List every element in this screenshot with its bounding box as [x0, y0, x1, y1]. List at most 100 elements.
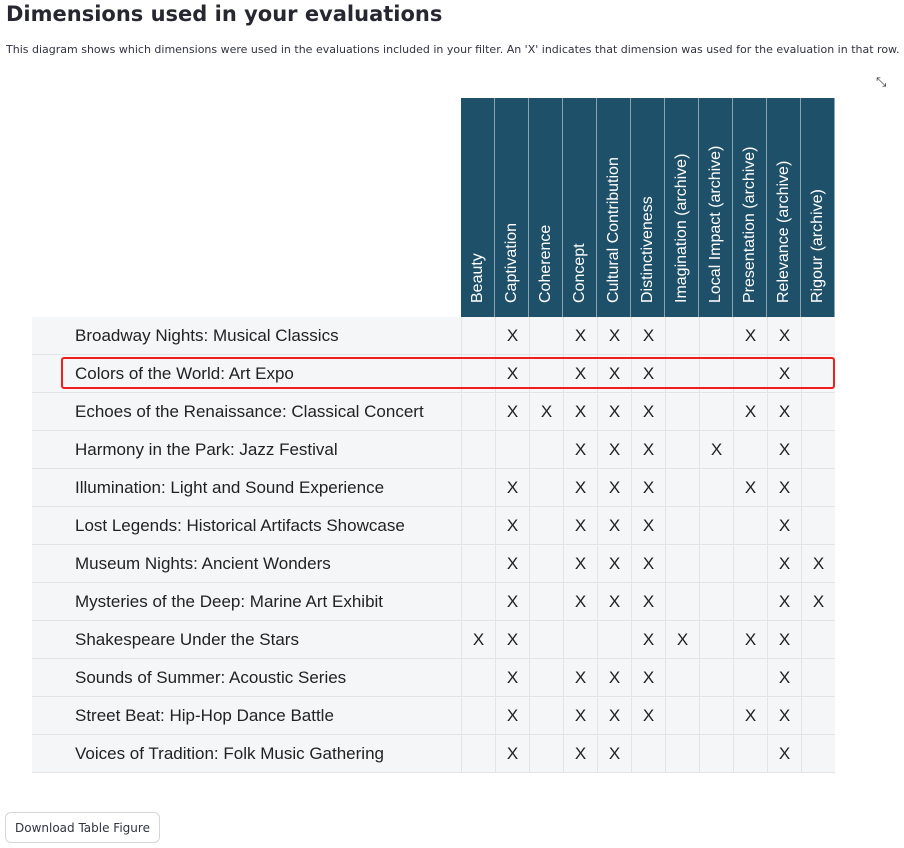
empty-cell [529, 355, 563, 393]
used-mark-cell: X [767, 545, 801, 583]
used-mark-cell: X [733, 621, 767, 659]
used-mark-cell: X [563, 583, 597, 621]
used-mark-cell: X [495, 583, 529, 621]
row-label: Echoes of the Renaissance: Classical Con… [32, 393, 461, 431]
used-mark-cell: X [767, 621, 801, 659]
used-mark-cell: X [597, 659, 631, 697]
empty-cell [699, 659, 733, 697]
used-mark-cell: X [631, 469, 665, 507]
empty-cell [699, 469, 733, 507]
empty-cell [461, 583, 495, 621]
highlight-box [61, 357, 835, 389]
used-mark-cell: X [699, 431, 733, 469]
used-mark-cell: X [563, 317, 597, 355]
used-mark-cell: X [767, 469, 801, 507]
used-mark-cell: X [767, 431, 801, 469]
used-mark-cell: X [597, 393, 631, 431]
used-mark-cell: X [563, 735, 597, 773]
used-mark-cell: X [495, 697, 529, 735]
empty-cell [461, 659, 495, 697]
empty-cell [699, 355, 733, 393]
empty-cell [665, 697, 699, 735]
empty-cell [529, 583, 563, 621]
empty-cell [563, 621, 597, 659]
empty-cell [529, 317, 563, 355]
empty-cell [529, 621, 563, 659]
used-mark-cell: X [767, 317, 801, 355]
empty-cell [665, 659, 699, 697]
row-label: Museum Nights: Ancient Wonders [32, 545, 461, 583]
empty-cell [801, 735, 835, 773]
row-label: Street Beat: Hip-Hop Dance Battle [32, 697, 461, 735]
row-label: Shakespeare Under the Stars [32, 621, 461, 659]
used-mark-cell: X [733, 469, 767, 507]
empty-cell [495, 431, 529, 469]
column-header-label: Presentation (archive) [740, 146, 758, 303]
used-mark-cell: X [563, 697, 597, 735]
row-label: Mysteries of the Deep: Marine Art Exhibi… [32, 583, 461, 621]
empty-cell [461, 393, 495, 431]
column-header-label: Imagination (archive) [672, 153, 690, 303]
empty-cell [699, 393, 733, 431]
used-mark-cell: X [597, 355, 631, 393]
used-mark-cell: X [495, 355, 529, 393]
used-mark-cell: X [597, 697, 631, 735]
row-label: Voices of Tradition: Folk Music Gatherin… [32, 735, 461, 773]
used-mark-cell: X [461, 621, 495, 659]
column-header: Imagination (archive) [665, 98, 699, 317]
empty-cell [699, 507, 733, 545]
empty-cell [665, 545, 699, 583]
page-title: Dimensions used in your evaluations [6, 2, 443, 26]
empty-cell [801, 507, 835, 545]
empty-cell [461, 431, 495, 469]
empty-cell [665, 507, 699, 545]
used-mark-cell: X [631, 355, 665, 393]
column-header-label: Distinctiveness [638, 196, 656, 303]
column-header-label: Rigour (archive) [808, 189, 826, 303]
used-mark-cell: X [767, 355, 801, 393]
empty-cell [665, 355, 699, 393]
empty-cell [529, 697, 563, 735]
row-label: Illumination: Light and Sound Experience [32, 469, 461, 507]
empty-cell [801, 393, 835, 431]
empty-cell [665, 469, 699, 507]
empty-cell [699, 317, 733, 355]
empty-cell [529, 659, 563, 697]
column-header: Relevance (archive) [767, 98, 801, 317]
column-header: Local Impact (archive) [699, 98, 733, 317]
empty-cell [631, 735, 665, 773]
used-mark-cell: X [631, 317, 665, 355]
empty-cell [461, 735, 495, 773]
used-mark-cell: X [767, 697, 801, 735]
column-header-label: Cultural Contribution [604, 157, 622, 303]
download-table-figure-button[interactable]: Download Table Figure [5, 812, 160, 843]
used-mark-cell: X [563, 507, 597, 545]
column-header-label: Local Impact (archive) [706, 145, 724, 303]
empty-cell [733, 355, 767, 393]
empty-cell [665, 735, 699, 773]
empty-cell [733, 735, 767, 773]
empty-cell [665, 393, 699, 431]
used-mark-cell: X [495, 317, 529, 355]
row-label: Sounds of Summer: Acoustic Series [32, 659, 461, 697]
column-header: Presentation (archive) [733, 98, 767, 317]
empty-cell [801, 469, 835, 507]
used-mark-cell: X [665, 621, 699, 659]
used-mark-cell: X [495, 507, 529, 545]
used-mark-cell: X [767, 735, 801, 773]
column-header-label: Beauty [468, 253, 486, 303]
empty-cell [801, 355, 835, 393]
empty-cell [699, 583, 733, 621]
used-mark-cell: X [631, 431, 665, 469]
used-mark-cell: X [631, 621, 665, 659]
expand-arrows-icon[interactable]: ⤡ [876, 74, 887, 89]
used-mark-cell: X [597, 735, 631, 773]
empty-cell [699, 735, 733, 773]
used-mark-cell: X [733, 393, 767, 431]
column-header: Concept [563, 98, 597, 317]
empty-cell [461, 469, 495, 507]
used-mark-cell: X [733, 317, 767, 355]
empty-cell [699, 697, 733, 735]
empty-cell [461, 545, 495, 583]
column-header: Beauty [461, 98, 495, 317]
